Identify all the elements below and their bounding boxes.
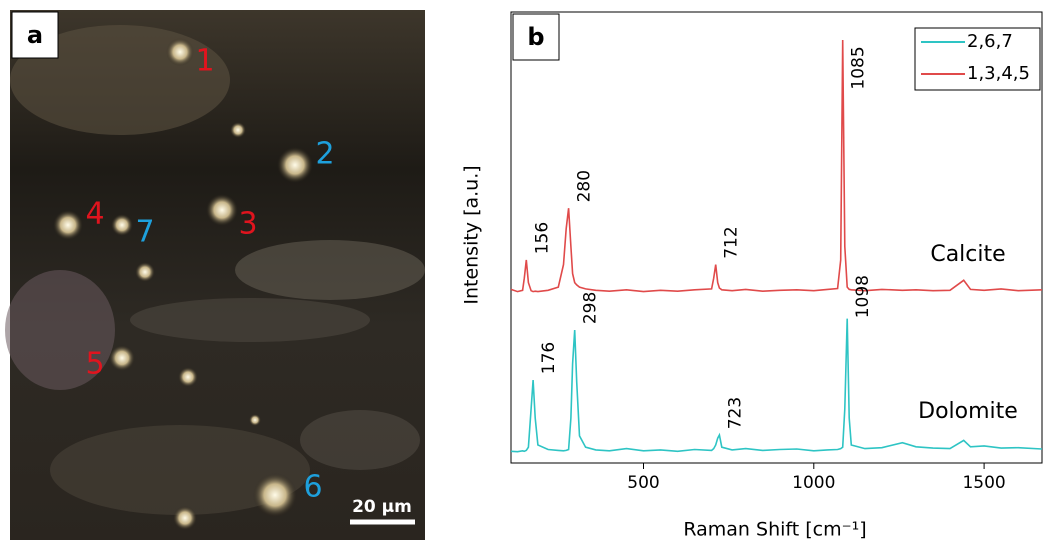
y-axis-label: Intensity [a.u.]: [461, 165, 483, 304]
marker-label: 1: [195, 44, 214, 79]
micrograph: a 1 2 3 4 5 6 7 20 µm: [5, 10, 425, 540]
peak-label: 298: [581, 292, 601, 324]
figure: a 1 2 3 4 5 6 7 20 µm b Raman Shift [cm⁻…: [0, 0, 1044, 542]
x-axis-label: Raman Shift [cm⁻¹]: [683, 519, 866, 541]
series-label: Dolomite: [918, 399, 1018, 424]
x-tick-label: 500: [627, 473, 659, 493]
peak-label: 723: [725, 397, 745, 429]
legend-label: 1,3,4,5: [967, 63, 1030, 84]
scale-bar-label: 20 µm: [352, 497, 412, 517]
peak-label: 712: [722, 226, 742, 258]
marker-label: 7: [135, 215, 154, 250]
x-tick-label: 1000: [792, 473, 835, 493]
peak-label: 1098: [853, 275, 873, 318]
panel-label: a: [27, 21, 43, 49]
peak-label: 156: [532, 222, 552, 254]
panel-label: b: [527, 23, 544, 51]
peak-label: 280: [575, 170, 595, 202]
marker-label: 4: [85, 197, 104, 232]
spectra-chart: b Raman Shift [cm⁻¹] Intensity [a.u.] 50…: [461, 12, 1043, 541]
legend-label: 2,6,7: [967, 31, 1013, 52]
x-tick-label: 1500: [962, 473, 1005, 493]
peak-label: 1085: [849, 46, 869, 89]
peak-label: 176: [539, 342, 559, 374]
marker-label: 3: [238, 207, 257, 242]
series-label: Calcite: [930, 242, 1005, 267]
marker-label: 2: [315, 137, 334, 172]
marker-label: 5: [85, 347, 104, 382]
marker-label: 6: [303, 470, 322, 505]
spectrum-line: [511, 319, 1042, 452]
